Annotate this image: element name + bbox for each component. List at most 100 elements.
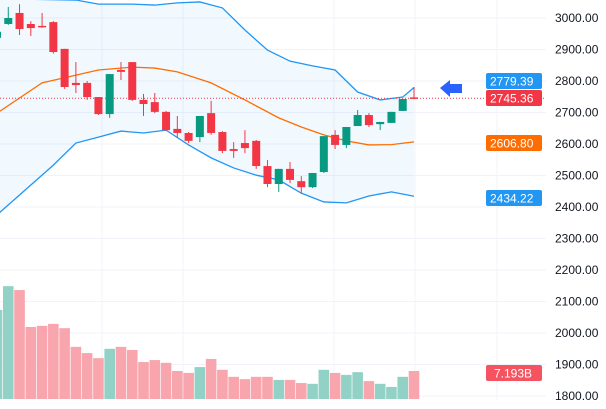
candle-body bbox=[139, 99, 148, 104]
volume-bar bbox=[14, 290, 25, 399]
price-axis[interactable]: 3000.00 2900.00 2800.00 2700.00 2600.00 2500.… bbox=[555, 11, 599, 403]
upper-band-line bbox=[34, 0, 415, 101]
candle-body bbox=[274, 168, 283, 185]
volume-bar bbox=[262, 376, 273, 399]
price-tick-label: 1900.00 bbox=[555, 358, 599, 372]
basis-line bbox=[0, 66, 415, 146]
volume-bar bbox=[217, 369, 228, 399]
volume-bar bbox=[352, 372, 363, 399]
candle-body bbox=[195, 115, 204, 138]
candle-body bbox=[218, 132, 227, 151]
candle-body bbox=[38, 25, 47, 28]
volume-label: 7.193B bbox=[494, 367, 532, 381]
volume-bar bbox=[374, 383, 386, 399]
volume-bar bbox=[126, 349, 138, 399]
candle-body bbox=[150, 102, 159, 112]
volume-bar bbox=[25, 327, 37, 399]
candle-body bbox=[398, 98, 407, 111]
candle-body bbox=[229, 149, 238, 151]
volume-bar bbox=[273, 379, 285, 399]
candle-body bbox=[116, 69, 125, 72]
candle-body bbox=[252, 140, 261, 167]
price-tick-label: 2200.00 bbox=[555, 263, 599, 277]
candle-body bbox=[353, 115, 362, 127]
middle-band-label-bg bbox=[486, 135, 542, 151]
candle-body bbox=[297, 181, 306, 188]
candle-body bbox=[184, 132, 193, 141]
volume-bar bbox=[59, 328, 70, 399]
candle-body bbox=[364, 115, 373, 126]
volume-bars bbox=[0, 286, 420, 399]
candle-body bbox=[263, 166, 272, 185]
volume-bar bbox=[386, 386, 397, 399]
price-tick-label: 1800.00 bbox=[555, 389, 599, 403]
volume-bar bbox=[397, 376, 409, 399]
volume-bar bbox=[205, 358, 217, 399]
volume-bar bbox=[172, 370, 183, 399]
band-fill bbox=[0, 0, 414, 213]
price-tick-label: 3000.00 bbox=[555, 11, 599, 25]
volume-bar bbox=[160, 362, 172, 399]
candle-body bbox=[308, 172, 317, 188]
candle-body bbox=[94, 97, 103, 115]
price-tick-label: 2000.00 bbox=[555, 326, 599, 340]
volume-bar bbox=[363, 381, 375, 399]
volume-bar bbox=[250, 376, 262, 399]
price-tick-label: 2100.00 bbox=[555, 295, 599, 309]
upper-band-label-bg bbox=[486, 73, 542, 89]
volume-bar bbox=[36, 325, 48, 399]
candle-body bbox=[83, 82, 92, 98]
price-tick-label: 2600.00 bbox=[555, 137, 599, 151]
volume-bar bbox=[149, 360, 161, 399]
volume-bar bbox=[228, 376, 239, 399]
volume-bar bbox=[295, 383, 307, 399]
candle-body bbox=[105, 74, 114, 115]
candle-body bbox=[376, 121, 385, 125]
candle-body bbox=[409, 97, 418, 99]
volume-bar bbox=[183, 372, 194, 399]
volume-bar bbox=[48, 323, 59, 399]
volume-bar bbox=[81, 353, 93, 399]
last-price-label-bg bbox=[486, 90, 542, 106]
bollinger-bands bbox=[0, 0, 546, 214]
volume-bar bbox=[194, 367, 206, 399]
candle-body bbox=[240, 143, 249, 149]
candle-body bbox=[60, 48, 69, 87]
volume-bar bbox=[239, 379, 251, 399]
volume-bar bbox=[2, 286, 14, 399]
candle-body bbox=[4, 18, 13, 24]
volume-bar bbox=[104, 348, 115, 399]
price-tick-label: 2300.00 bbox=[555, 232, 599, 246]
volume-bar bbox=[307, 383, 318, 399]
volume-bar bbox=[93, 358, 104, 399]
candle-body bbox=[162, 111, 171, 131]
volume-bar bbox=[341, 374, 352, 399]
candle-body bbox=[207, 113, 216, 133]
candle-body bbox=[71, 82, 80, 86]
price-tick-label: 2400.00 bbox=[555, 200, 599, 214]
price-tick-label: 2700.00 bbox=[555, 106, 599, 120]
volume-bar bbox=[408, 371, 420, 399]
candles bbox=[0, 4, 418, 194]
middle-band-label: 2606.80 bbox=[490, 137, 534, 151]
upper-band-label: 2779.39 bbox=[490, 75, 534, 89]
lower-band-label: 2434.22 bbox=[490, 192, 534, 206]
volume-bar bbox=[318, 369, 330, 399]
candle-body bbox=[331, 134, 340, 145]
last-price-label: 2745.36 bbox=[490, 92, 534, 106]
price-labels: 2779.39 2745.36 2606.80 2434.22 7.193B bbox=[486, 73, 542, 381]
candle-body bbox=[173, 128, 182, 133]
volume-bar bbox=[70, 346, 82, 399]
lower-band-label-bg bbox=[486, 190, 542, 206]
candle-body bbox=[286, 168, 295, 180]
volume-bar bbox=[138, 362, 149, 399]
lower-band-line bbox=[0, 129, 415, 214]
volume-label-bg bbox=[486, 365, 542, 381]
candle-body bbox=[49, 22, 58, 53]
volume-bar bbox=[284, 379, 296, 399]
price-tick-label: 2900.00 bbox=[555, 43, 599, 57]
candle-body bbox=[0, 31, 1, 38]
candle-body bbox=[387, 111, 396, 123]
price-tick-label: 2800.00 bbox=[555, 74, 599, 88]
